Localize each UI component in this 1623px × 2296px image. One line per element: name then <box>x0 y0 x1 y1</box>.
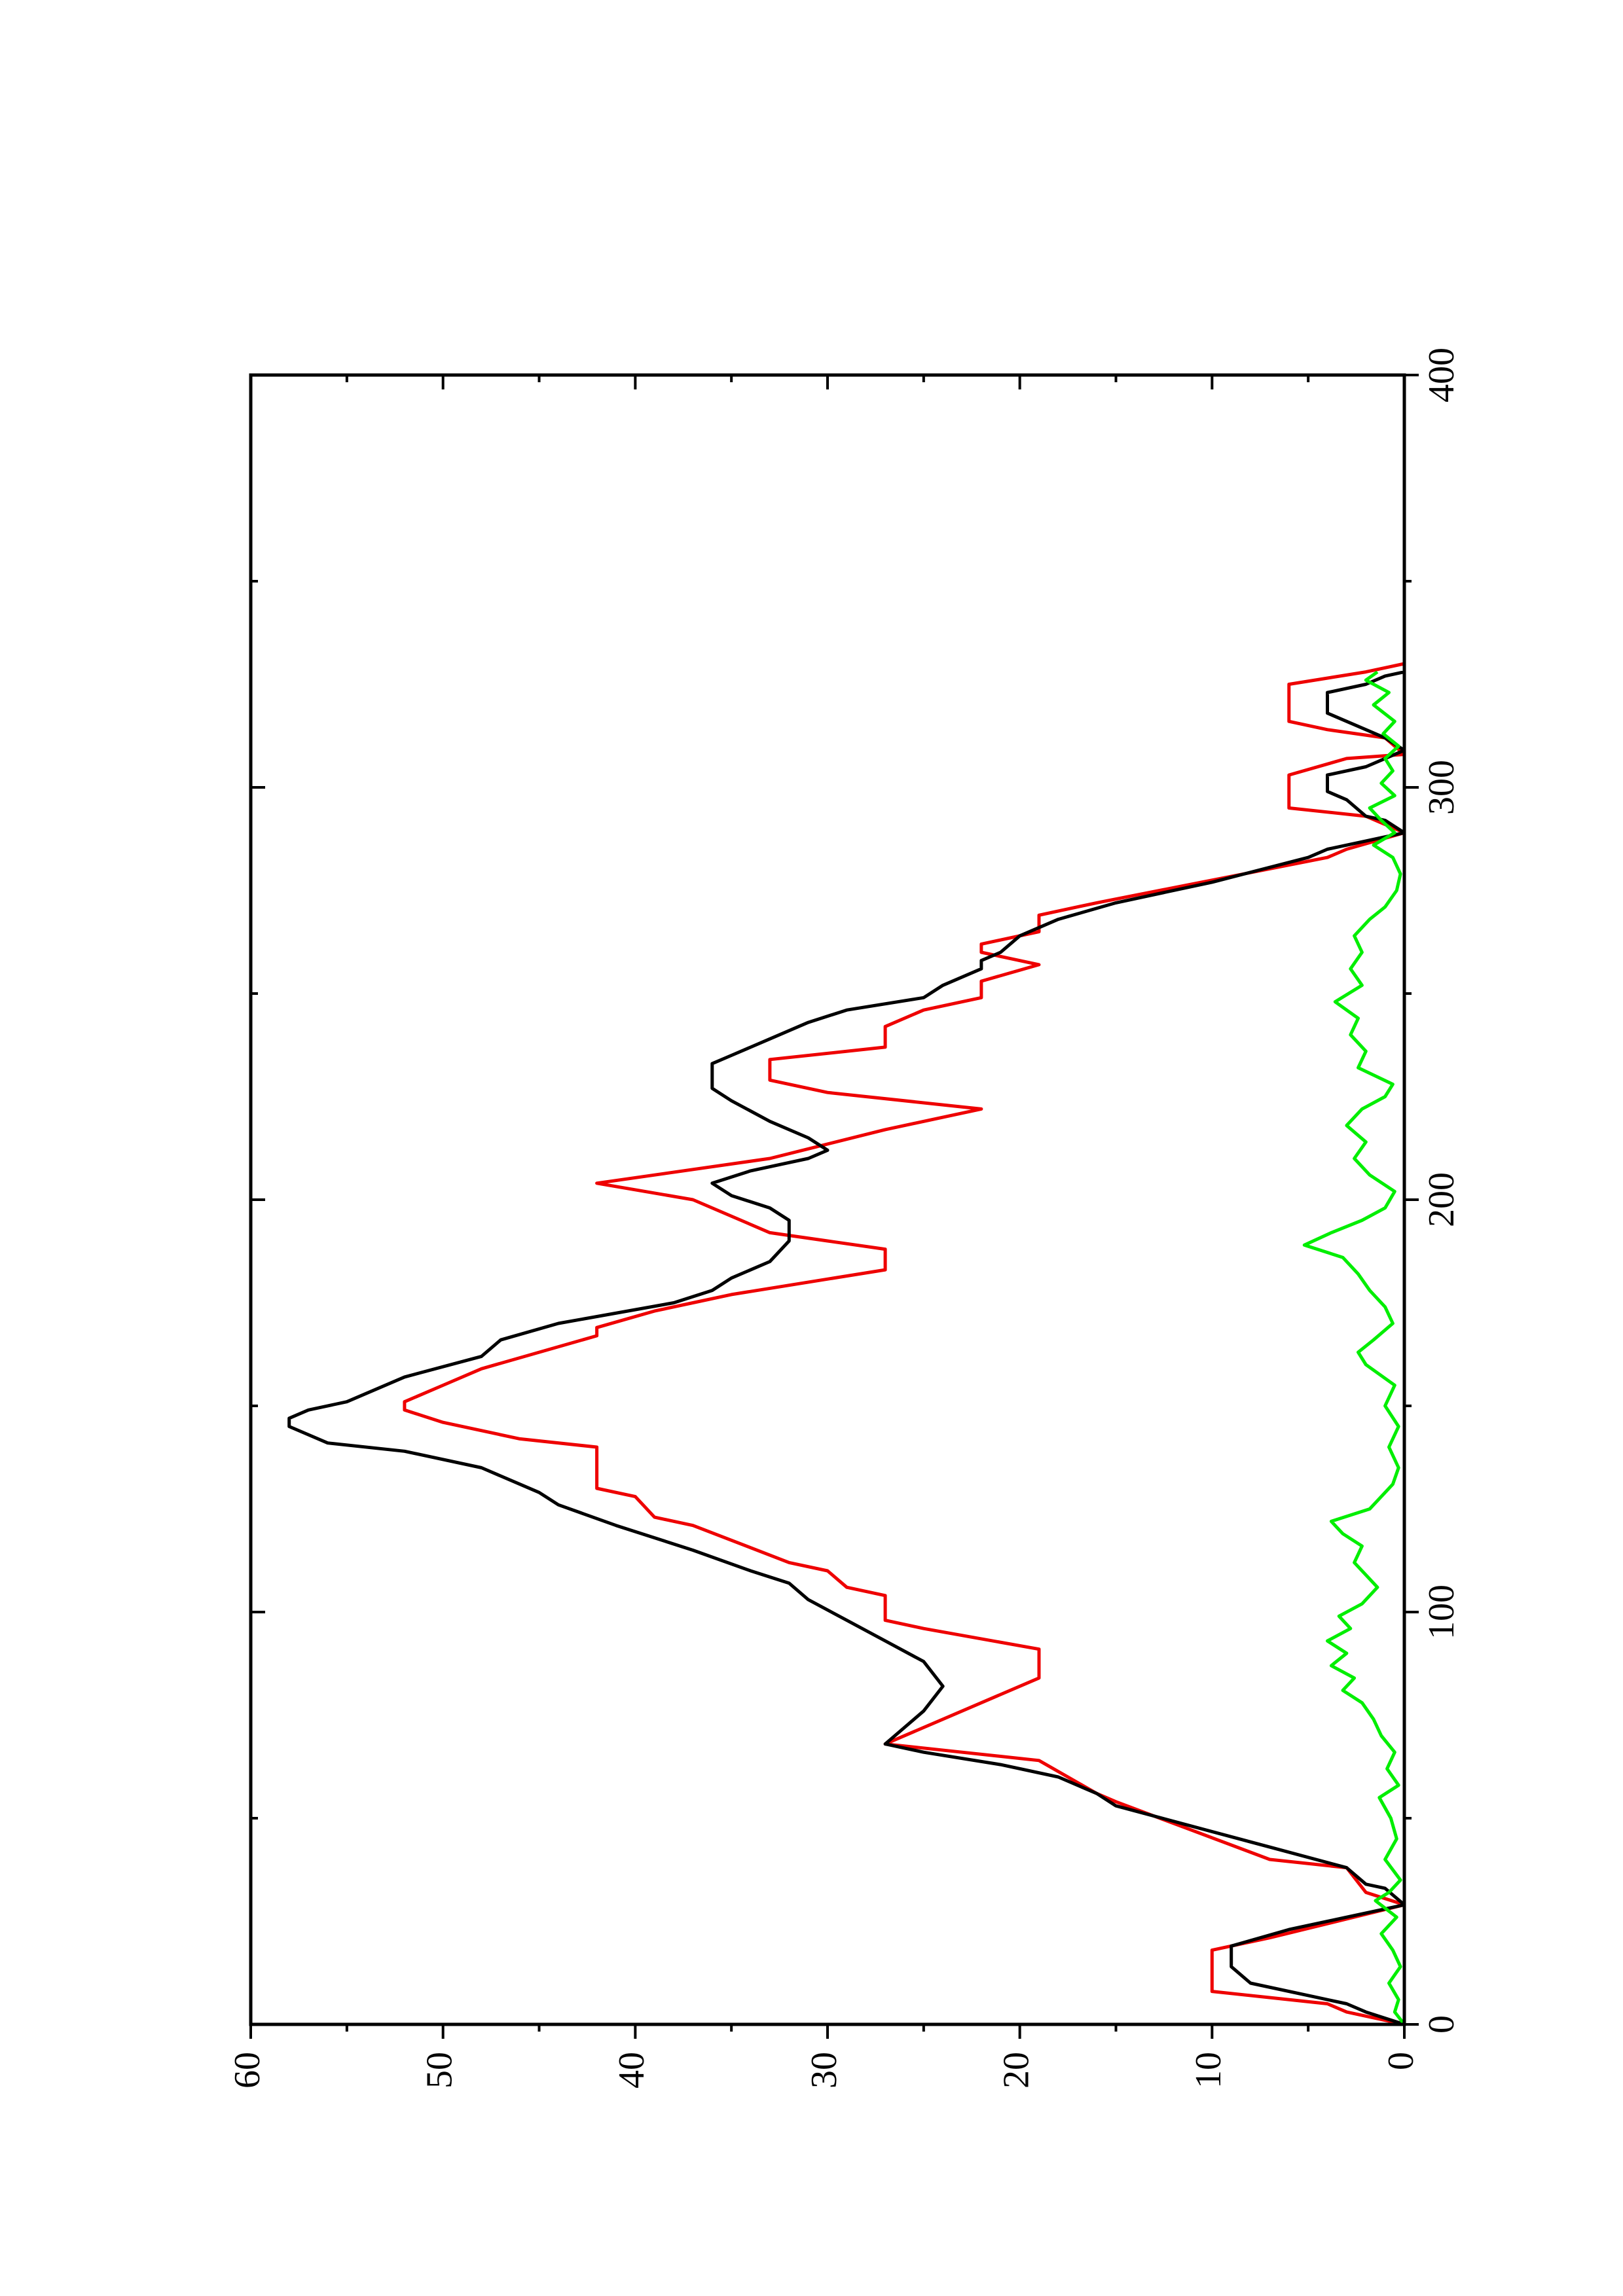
series-layer <box>287 662 1406 2026</box>
x-tick-label: 0 <box>1421 2015 1462 2034</box>
x-tick-label: 300 <box>1421 760 1462 815</box>
x-tick-label: 200 <box>1421 1172 1462 1227</box>
y-tick-label: 30 <box>804 2052 845 2089</box>
ticks-layer <box>249 374 1419 2039</box>
x-tick-label: 400 <box>1421 348 1462 403</box>
series-line-1 <box>403 662 1406 2026</box>
x-tick-label: 100 <box>1421 1585 1462 1640</box>
y-tick-label: 60 <box>227 2052 268 2089</box>
y-tick-label: 50 <box>420 2052 460 2089</box>
labels-layer: 0 100 200 300 400 0 10 20 30 40 50 60 <box>227 348 1462 2089</box>
series-line-3 <box>1302 670 1406 2026</box>
y-tick-label: 0 <box>1381 2052 1421 2070</box>
y-tick-label: 20 <box>996 2052 1037 2089</box>
y-tick-label: 40 <box>611 2052 652 2089</box>
series-line-2 <box>287 664 1406 2026</box>
y-tick-label: 10 <box>1188 2052 1229 2089</box>
